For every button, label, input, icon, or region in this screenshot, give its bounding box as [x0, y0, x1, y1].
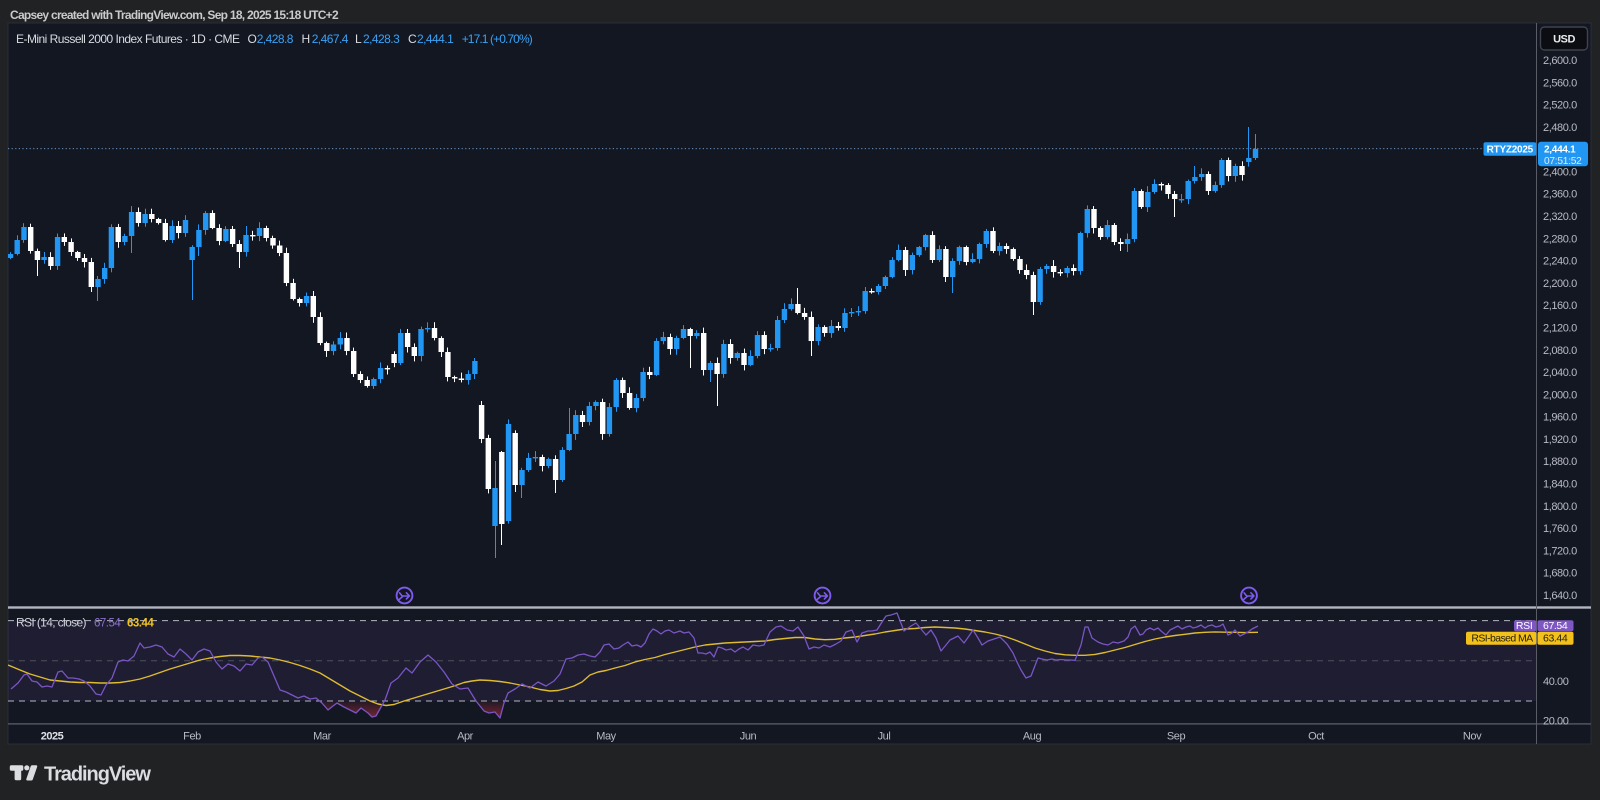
svg-text:C: C — [408, 32, 417, 46]
svg-text:2,467.4: 2,467.4 — [312, 32, 349, 46]
svg-text:1,920.0: 1,920.0 — [1543, 434, 1577, 446]
svg-text:2025: 2025 — [41, 731, 64, 743]
svg-text:2,360.0: 2,360.0 — [1543, 189, 1577, 201]
svg-text:2,200.0: 2,200.0 — [1543, 278, 1577, 290]
svg-text:2,428.3: 2,428.3 — [363, 32, 400, 46]
svg-text:1,760.0: 1,760.0 — [1543, 523, 1577, 535]
svg-text:2,600.0: 2,600.0 — [1543, 55, 1577, 67]
svg-text:Aug: Aug — [1023, 731, 1042, 743]
svg-text:2,428.8: 2,428.8 — [257, 32, 294, 46]
svg-text:1,840.0: 1,840.0 — [1543, 479, 1577, 491]
svg-text:Jun: Jun — [740, 731, 757, 743]
svg-text:20.00: 20.00 — [1543, 716, 1569, 728]
svg-text:Apr: Apr — [457, 731, 474, 743]
svg-text:RSI: RSI — [1516, 620, 1533, 632]
svg-text:Capsey created with TradingVie: Capsey created with TradingView.com, Sep… — [10, 8, 339, 22]
svg-text:Sep: Sep — [1167, 731, 1186, 743]
svg-text:2,000.0: 2,000.0 — [1543, 389, 1577, 401]
svg-text:2,444.1: 2,444.1 — [1544, 145, 1576, 156]
svg-text:2,320.0: 2,320.0 — [1543, 211, 1577, 223]
svg-text:RSI-based MA: RSI-based MA — [1471, 633, 1533, 645]
svg-text:1,680.0: 1,680.0 — [1543, 568, 1577, 580]
svg-text:O: O — [248, 32, 257, 46]
svg-text:2,280.0: 2,280.0 — [1543, 233, 1577, 245]
svg-text:1,800.0: 1,800.0 — [1543, 501, 1577, 513]
svg-text:RSI (14, close): RSI (14, close) — [16, 616, 87, 630]
svg-text:63.44: 63.44 — [127, 618, 154, 630]
svg-text:2,240.0: 2,240.0 — [1543, 256, 1577, 268]
svg-text:+17.1 (+0.70%): +17.1 (+0.70%) — [462, 32, 533, 46]
svg-text:2,160.0: 2,160.0 — [1543, 300, 1577, 312]
svg-text:1,640.0: 1,640.0 — [1543, 590, 1577, 602]
svg-text:2,480.0: 2,480.0 — [1543, 122, 1577, 134]
svg-text:USD: USD — [1553, 33, 1575, 45]
svg-text:Feb: Feb — [183, 731, 201, 743]
svg-text:1,960.0: 1,960.0 — [1543, 412, 1577, 424]
svg-text:67.54: 67.54 — [1543, 620, 1568, 632]
svg-text:07:51:52: 07:51:52 — [1544, 156, 1582, 167]
svg-text:2,120.0: 2,120.0 — [1543, 323, 1577, 335]
svg-text:Nov: Nov — [1463, 731, 1482, 743]
svg-text:Jul: Jul — [878, 731, 891, 743]
svg-text:1,880.0: 1,880.0 — [1543, 456, 1577, 468]
svg-text:1,720.0: 1,720.0 — [1543, 545, 1577, 557]
svg-text:63.44: 63.44 — [1543, 633, 1568, 645]
svg-text:H: H — [302, 32, 311, 46]
svg-text:40.00: 40.00 — [1543, 676, 1569, 688]
svg-text:E-Mini Russell 2000 Index Futu: E-Mini Russell 2000 Index Futures · 1D ·… — [16, 32, 240, 46]
svg-text:2,520.0: 2,520.0 — [1543, 100, 1577, 112]
svg-text:2,080.0: 2,080.0 — [1543, 345, 1577, 357]
svg-text:2,040.0: 2,040.0 — [1543, 367, 1577, 379]
svg-text:2,444.1: 2,444.1 — [417, 32, 454, 46]
svg-text:RTYZ2025: RTYZ2025 — [1487, 144, 1534, 155]
svg-text:May: May — [596, 731, 616, 743]
svg-text:L: L — [355, 32, 362, 46]
svg-text:TradingView: TradingView — [44, 763, 151, 785]
svg-text:2,400.0: 2,400.0 — [1543, 166, 1577, 178]
svg-text:67.54: 67.54 — [94, 618, 121, 630]
svg-text:Oct: Oct — [1308, 731, 1324, 743]
svg-text:Mar: Mar — [313, 731, 331, 743]
svg-text:2,560.0: 2,560.0 — [1543, 77, 1577, 89]
